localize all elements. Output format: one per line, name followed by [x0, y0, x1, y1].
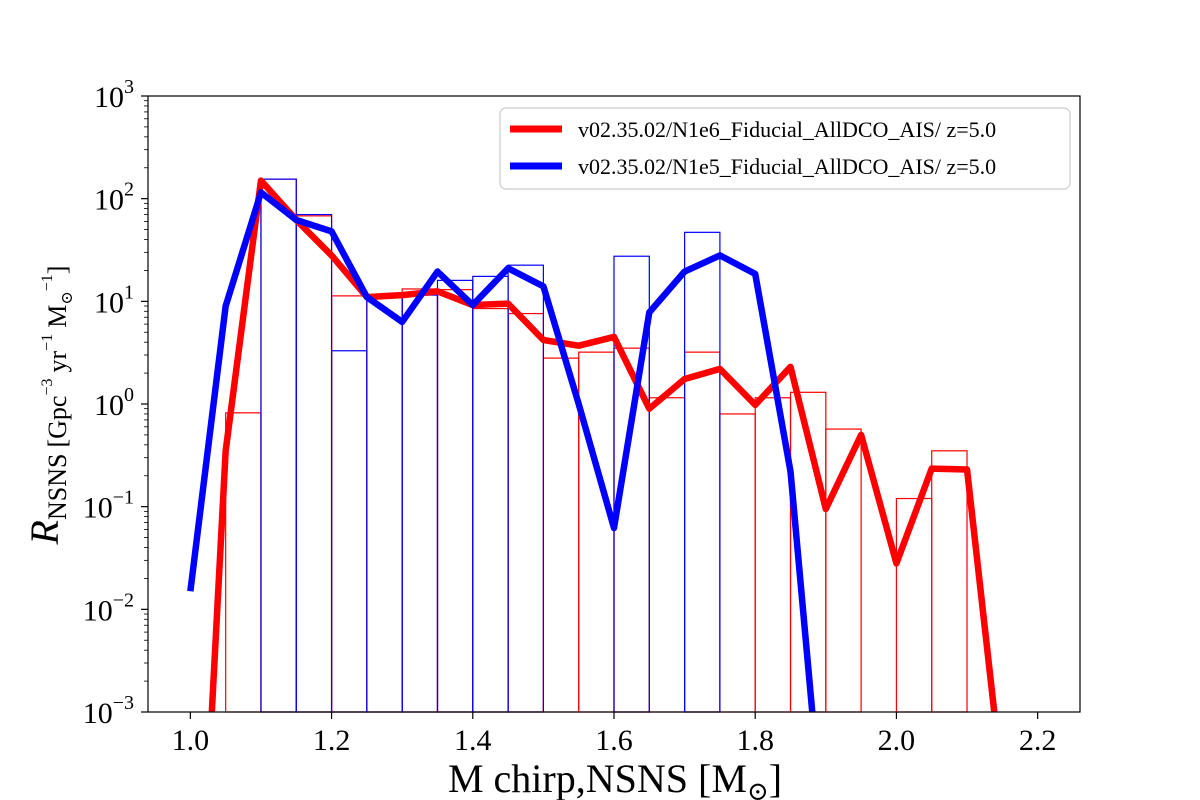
hist-bar-blue-4 [401, 294, 439, 713]
x-axis-label: M chirp,NSNS [M⊙] [448, 756, 782, 800]
hist-bar-red-3 [330, 295, 368, 713]
hist-bar-red-10 [578, 351, 615, 713]
y-axis-label-r: R [22, 520, 67, 545]
hist-bar-red-2 [295, 215, 333, 713]
x-tick-label-4: 1.8 [736, 724, 774, 757]
hist-bar-blue-12 [684, 231, 721, 713]
y-axis-ticks: 10−3 10−2 10−1 100 101 102 103 [83, 76, 148, 730]
legend-box [499, 107, 1071, 190]
hist-bar-red-14 [719, 413, 756, 713]
y-axis-label-unit-close: ] [43, 266, 72, 275]
y-axis-label-msun-sup: −1 [39, 274, 56, 291]
x-tick-label-0: 1.0 [172, 724, 210, 757]
hist-bar-blue-3 [366, 295, 403, 713]
hist-bar-red-12 [648, 397, 686, 713]
y-axis-label: RNSNS[Gpc−3yr−1M⊙−1] [22, 266, 76, 546]
series-lines-layer [187, 177, 998, 712]
legend-label-blue: v02.35.02/N1e5_Fiducial_AllDCO_AIS/ z=5.… [578, 154, 996, 179]
hist-bar-red-19 [895, 497, 933, 713]
hist-bar-red-0 [225, 412, 262, 713]
x-tick-label-1: 1.2 [313, 724, 351, 757]
legend-label-red: v02.35.02/N1e6_Fiducial_AllDCO_AIS/ z=5.… [578, 117, 996, 142]
hist-bar-blue-1 [295, 213, 333, 713]
y-axis-label-msun-sub: ⊙ [59, 291, 76, 304]
hist-bar-red-20 [931, 450, 968, 713]
x-axis-label-main: M chirp,NSNS [M [448, 756, 747, 800]
series-line-blue [187, 189, 816, 712]
series-line-red [208, 177, 998, 712]
hist-bar-red-4 [366, 295, 403, 713]
hist-bar-red-9 [542, 357, 580, 713]
x-axis-label-close: ] [769, 756, 782, 800]
hist-bar-blue-6 [472, 275, 509, 713]
hist-bar-blue-5 [436, 279, 474, 713]
x-tick-label-2: 1.4 [454, 724, 492, 757]
y-tick-label-3: 100 [94, 384, 134, 422]
y-axis-label-sup3: −3 [39, 379, 56, 396]
hist-bar-red-1 [260, 178, 297, 713]
y-axis-label-sub: NSNS [43, 454, 72, 520]
x-tick-label-3: 1.6 [595, 724, 633, 757]
y-tick-label-0: 10−3 [83, 692, 134, 730]
x-tick-label-5: 2.0 [878, 724, 916, 757]
y-tick-label-1: 10−2 [83, 589, 134, 627]
y-tick-label-6: 103 [94, 76, 134, 114]
hist-bar-red-7 [472, 307, 509, 713]
hist-bar-red-5 [401, 288, 439, 713]
legend: v02.35.02/N1e6_Fiducial_AllDCO_AIS/ z=5.… [499, 107, 1071, 190]
hist-bar-blue-0 [260, 178, 297, 713]
y-axis-label-yr: yr [43, 351, 72, 373]
x-axis-label-symbol: ⊙ [747, 777, 769, 800]
hist-bar-blue-2 [330, 350, 368, 713]
y-axis-label-unit-open: [Gpc [43, 396, 72, 448]
x-axis-ticks: 1.0 1.2 1.4 1.6 1.8 2.0 2.2 [172, 712, 1057, 757]
hist-bar-red-13 [684, 351, 721, 713]
hist-bar-red-6 [436, 289, 474, 713]
y-tick-label-4: 101 [94, 281, 134, 319]
y-tick-label-5: 102 [94, 179, 134, 217]
y-axis-label-msun: M [43, 305, 72, 328]
x-tick-label-6: 2.2 [1019, 724, 1057, 757]
y-tick-label-2: 10−1 [83, 487, 134, 525]
hist-bar-red-8 [507, 312, 544, 713]
y-axis-label-sup1: −1 [39, 334, 56, 351]
